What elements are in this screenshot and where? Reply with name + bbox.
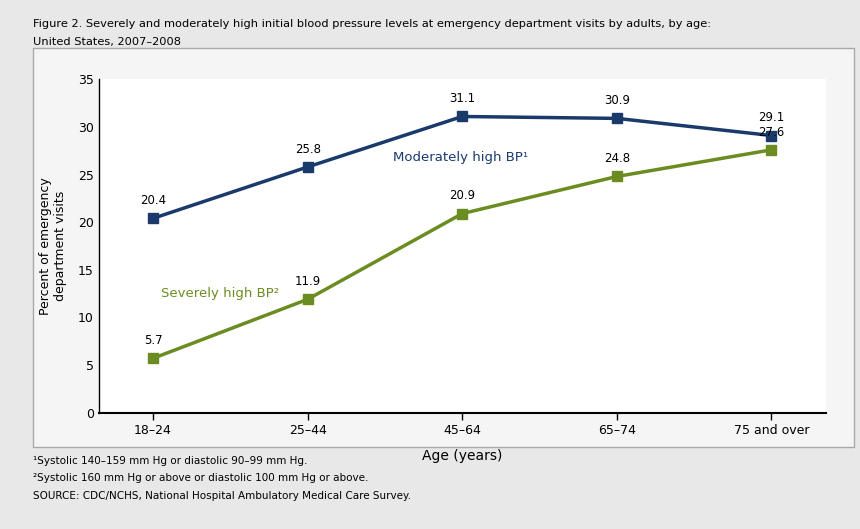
Text: ²Systolic 160 mm Hg or above or diastolic 100 mm Hg or above.: ²Systolic 160 mm Hg or above or diastoli… xyxy=(33,473,368,484)
Y-axis label: Percent of emergency
department visits: Percent of emergency department visits xyxy=(39,177,67,315)
Text: United States, 2007–2008: United States, 2007–2008 xyxy=(33,37,181,47)
Text: 25.8: 25.8 xyxy=(295,143,321,156)
Text: 24.8: 24.8 xyxy=(604,152,630,166)
Text: Severely high BP²: Severely high BP² xyxy=(161,287,279,300)
Text: 20.9: 20.9 xyxy=(449,189,476,203)
Text: ¹Systolic 140–159 mm Hg or diastolic 90–99 mm Hg.: ¹Systolic 140–159 mm Hg or diastolic 90–… xyxy=(33,456,307,466)
Text: 29.1: 29.1 xyxy=(759,112,784,124)
Text: 27.6: 27.6 xyxy=(759,126,784,139)
Text: 5.7: 5.7 xyxy=(144,334,163,347)
Text: 31.1: 31.1 xyxy=(449,93,476,105)
Text: 11.9: 11.9 xyxy=(294,275,321,288)
Text: SOURCE: CDC/NCHS, National Hospital Ambulatory Medical Care Survey.: SOURCE: CDC/NCHS, National Hospital Ambu… xyxy=(33,491,411,501)
Text: Moderately high BP¹: Moderately high BP¹ xyxy=(393,151,528,164)
X-axis label: Age (years): Age (years) xyxy=(422,449,502,462)
Text: 20.4: 20.4 xyxy=(140,194,166,207)
Text: Figure 2. Severely and moderately high initial blood pressure levels at emergenc: Figure 2. Severely and moderately high i… xyxy=(33,19,711,29)
Text: 30.9: 30.9 xyxy=(604,94,630,107)
